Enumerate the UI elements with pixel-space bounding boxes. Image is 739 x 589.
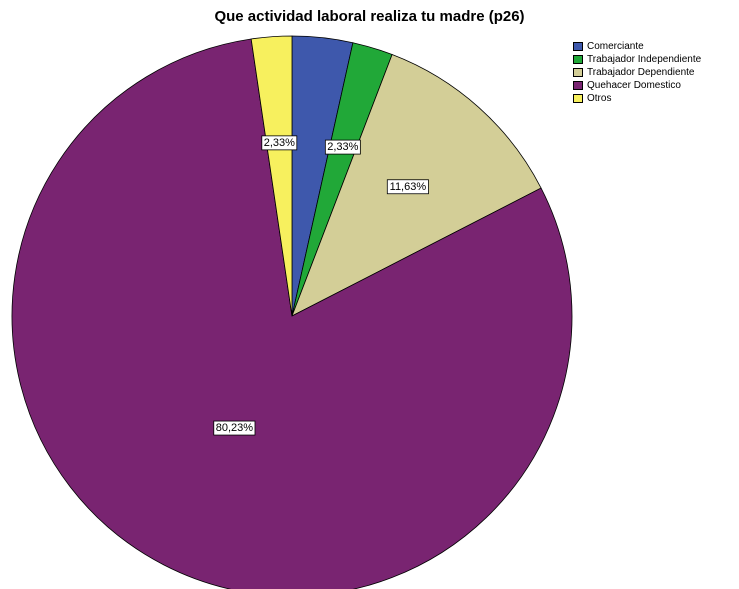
legend-swatch: [573, 55, 583, 64]
legend-label: Trabajador Independiente: [587, 54, 702, 65]
legend-label: Quehacer Domestico: [587, 80, 681, 91]
legend-label: Comerciante: [587, 41, 644, 52]
slice-label-otros: 2,33%: [261, 135, 298, 151]
legend-item: Quehacer Domestico: [573, 79, 701, 92]
pie-slice-otros: [250, 35, 293, 317]
legend-label: Otros: [587, 93, 612, 104]
slice-label-quehacer-domestico: 80,23%: [213, 420, 256, 436]
pie-slices: [11, 35, 573, 589]
legend: Comerciante Trabajador Independiente Traba…: [573, 40, 701, 105]
slice-label-trabajador-dependiente: 11,63%: [386, 179, 429, 195]
pie-slice-quehacer-domestico: [11, 38, 573, 589]
legend-swatch: [573, 81, 583, 90]
svg-text:2,33%: 2,33%: [327, 141, 358, 153]
legend-item: Comerciante: [573, 40, 701, 53]
legend-swatch: [573, 42, 583, 51]
chart-title: Que actividad laboral realiza tu madre (…: [214, 8, 525, 25]
svg-text:2,33%: 2,33%: [264, 137, 295, 149]
legend-swatch: [573, 68, 583, 77]
legend-item: Otros: [573, 92, 701, 105]
svg-text:11,63%: 11,63%: [390, 181, 427, 193]
slice-label-trabajador-independiente: 2,33%: [324, 139, 361, 155]
legend-item: Trabajador Dependiente: [573, 66, 701, 79]
svg-text:80,23%: 80,23%: [216, 422, 254, 434]
slice-labels: 2,33% 11,63% 80,23% 2,33%: [213, 135, 429, 436]
legend-label: Trabajador Dependiente: [587, 67, 695, 78]
legend-item: Trabajador Independiente: [573, 53, 701, 66]
legend-swatch: [573, 94, 583, 103]
